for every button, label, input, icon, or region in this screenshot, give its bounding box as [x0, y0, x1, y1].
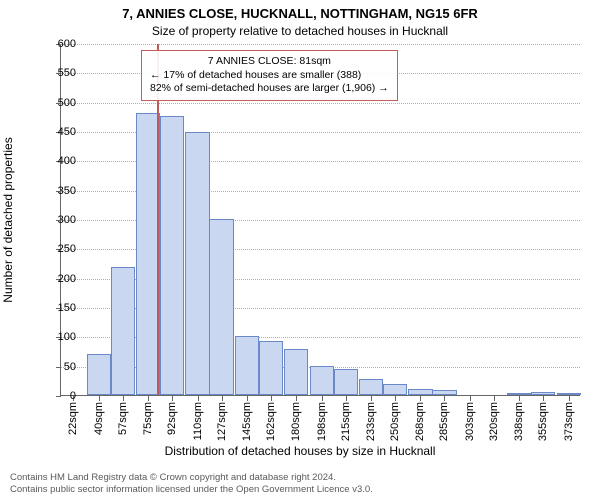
xtick-label: 110sqm	[192, 402, 204, 440]
plot-area: 7 ANNIES CLOSE: 81sqm← 17% of detached h…	[60, 44, 580, 396]
histogram-bar	[284, 349, 308, 395]
histogram-bar	[383, 384, 407, 395]
annotation-line: 82% of semi-detached houses are larger (…	[150, 82, 389, 96]
xtick-mark	[271, 396, 272, 401]
xtick-label: 40sqm	[93, 402, 105, 435]
xtick-label: 268sqm	[414, 402, 426, 441]
chart-container: 7, ANNIES CLOSE, HUCKNALL, NOTTINGHAM, N…	[0, 0, 600, 500]
xtick-label: 250sqm	[389, 402, 401, 441]
ytick-label: 400	[46, 155, 76, 167]
y-axis-label: Number of detached properties	[1, 137, 15, 302]
ytick-label: 100	[46, 331, 76, 343]
xtick-mark	[519, 396, 520, 401]
histogram-bar	[507, 393, 531, 395]
xtick-mark	[543, 396, 544, 401]
xtick-mark	[99, 396, 100, 401]
ytick-label: 50	[46, 361, 76, 373]
xtick-mark	[371, 396, 372, 401]
xtick-mark	[148, 396, 149, 401]
xtick-mark	[569, 396, 570, 401]
xtick-label: 57sqm	[117, 402, 129, 435]
xtick-label: 127sqm	[216, 402, 228, 441]
histogram-bar	[235, 336, 259, 395]
xtick-mark	[494, 396, 495, 401]
xtick-mark	[420, 396, 421, 401]
xtick-label: 355sqm	[537, 402, 549, 441]
xtick-label: 198sqm	[316, 402, 328, 441]
xtick-label: 180sqm	[290, 402, 302, 441]
histogram-bar	[531, 392, 555, 395]
annotation-box: 7 ANNIES CLOSE: 81sqm← 17% of detached h…	[141, 50, 398, 101]
histogram-bar	[408, 389, 432, 395]
xtick-label: 75sqm	[142, 402, 154, 435]
footer-line-2: Contains public sector information licen…	[10, 484, 590, 496]
histogram-bar	[160, 116, 184, 395]
xtick-label: 338sqm	[513, 402, 525, 441]
xtick-label: 145sqm	[241, 402, 253, 441]
chart-subtitle: Size of property relative to detached ho…	[0, 24, 600, 38]
xtick-mark	[322, 396, 323, 401]
xtick-label: 233sqm	[365, 402, 377, 441]
ytick-label: 150	[46, 302, 76, 314]
ytick-label: 450	[46, 126, 76, 138]
histogram-bar	[359, 379, 383, 395]
xtick-label: 92sqm	[166, 402, 178, 435]
ytick-label: 500	[46, 97, 76, 109]
footer-line-1: Contains HM Land Registry data © Crown c…	[10, 472, 590, 484]
histogram-bar	[185, 132, 209, 395]
chart-title: 7, ANNIES CLOSE, HUCKNALL, NOTTINGHAM, N…	[0, 6, 600, 21]
ytick-label: 0	[46, 390, 76, 402]
xtick-mark	[395, 396, 396, 401]
histogram-bar	[87, 354, 111, 395]
histogram-bar	[209, 219, 233, 395]
histogram-bar	[310, 366, 334, 395]
xtick-label: 162sqm	[265, 402, 277, 441]
xtick-mark	[346, 396, 347, 401]
xtick-label: 320sqm	[488, 402, 500, 441]
ytick-label: 350	[46, 185, 76, 197]
ytick-label: 300	[46, 214, 76, 226]
xtick-label: 285sqm	[438, 402, 450, 441]
xtick-label: 215sqm	[340, 402, 352, 441]
histogram-bar	[557, 393, 581, 395]
ytick-label: 250	[46, 243, 76, 255]
ytick-label: 600	[46, 38, 76, 50]
histogram-bar	[111, 267, 135, 395]
xtick-mark	[198, 396, 199, 401]
xtick-mark	[247, 396, 248, 401]
annotation-line: 7 ANNIES CLOSE: 81sqm	[150, 55, 389, 69]
xtick-label: 22sqm	[67, 402, 79, 435]
histogram-bar	[334, 369, 358, 395]
xtick-label: 303sqm	[464, 402, 476, 441]
footer-attribution: Contains HM Land Registry data © Crown c…	[10, 472, 590, 496]
xtick-mark	[444, 396, 445, 401]
ytick-label: 550	[46, 67, 76, 79]
xtick-mark	[123, 396, 124, 401]
xtick-mark	[470, 396, 471, 401]
xtick-mark	[222, 396, 223, 401]
histogram-bar	[259, 341, 283, 395]
histogram-bar	[432, 390, 456, 395]
xtick-label: 373sqm	[563, 402, 575, 441]
xtick-mark	[172, 396, 173, 401]
ytick-label: 200	[46, 273, 76, 285]
x-axis-label: Distribution of detached houses by size …	[0, 444, 600, 458]
xtick-mark	[296, 396, 297, 401]
annotation-line: ← 17% of detached houses are smaller (38…	[150, 69, 389, 83]
